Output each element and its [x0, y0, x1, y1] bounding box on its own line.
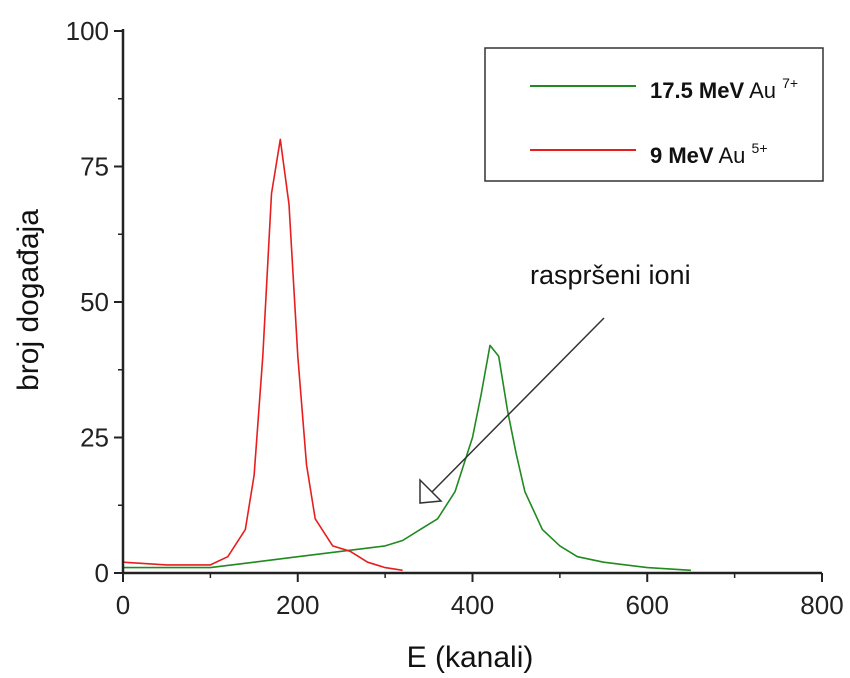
- series-line-red: [122, 138, 403, 572]
- x-tick-label: 800: [800, 590, 843, 620]
- y-axis-title: broj događaja: [12, 209, 45, 391]
- x-tick-label: 400: [451, 590, 494, 620]
- legend-entry-0-ion: Au: [749, 78, 776, 103]
- legend-box: [484, 47, 824, 182]
- legend-entry-0-charge: 7+: [782, 75, 798, 91]
- x-axis-title: E (kanali): [407, 641, 534, 674]
- x-tick-label: 0: [116, 590, 130, 620]
- x-tick-label: 600: [626, 590, 669, 620]
- legend-entry-0: 17.5 MeV Au 7+: [650, 75, 798, 103]
- legend: 17.5 MeV Au 7+ 9 MeV Au 5+: [484, 47, 824, 182]
- annotation-label: raspršeni ioni: [530, 260, 691, 290]
- annotation-arrow-line: [429, 317, 605, 495]
- y-tick-label: 0: [95, 558, 109, 588]
- legend-entry-1-charge: 5+: [752, 140, 768, 156]
- annotation-arrowhead: [419, 478, 443, 504]
- y-tick-label: 75: [80, 152, 109, 182]
- x-ticks: 0 200 400 600 800: [116, 573, 844, 620]
- annotation: raspršeni ioni: [419, 260, 691, 504]
- y-ticks: 0 25 50 75 100: [66, 16, 123, 588]
- y-tick-label: 25: [80, 423, 109, 453]
- series-line-green: [123, 344, 691, 572]
- legend-entry-0-energy: 17.5 MeV: [650, 78, 744, 103]
- plot-lines: [122, 138, 691, 572]
- y-tick-label: 50: [80, 287, 109, 317]
- x-tick-label: 200: [276, 590, 319, 620]
- legend-entry-1-ion: Au: [719, 143, 746, 168]
- y-tick-label: 100: [66, 16, 109, 46]
- legend-entry-1: 9 MeV Au 5+: [650, 140, 768, 168]
- legend-entry-1-energy: 9 MeV: [650, 143, 714, 168]
